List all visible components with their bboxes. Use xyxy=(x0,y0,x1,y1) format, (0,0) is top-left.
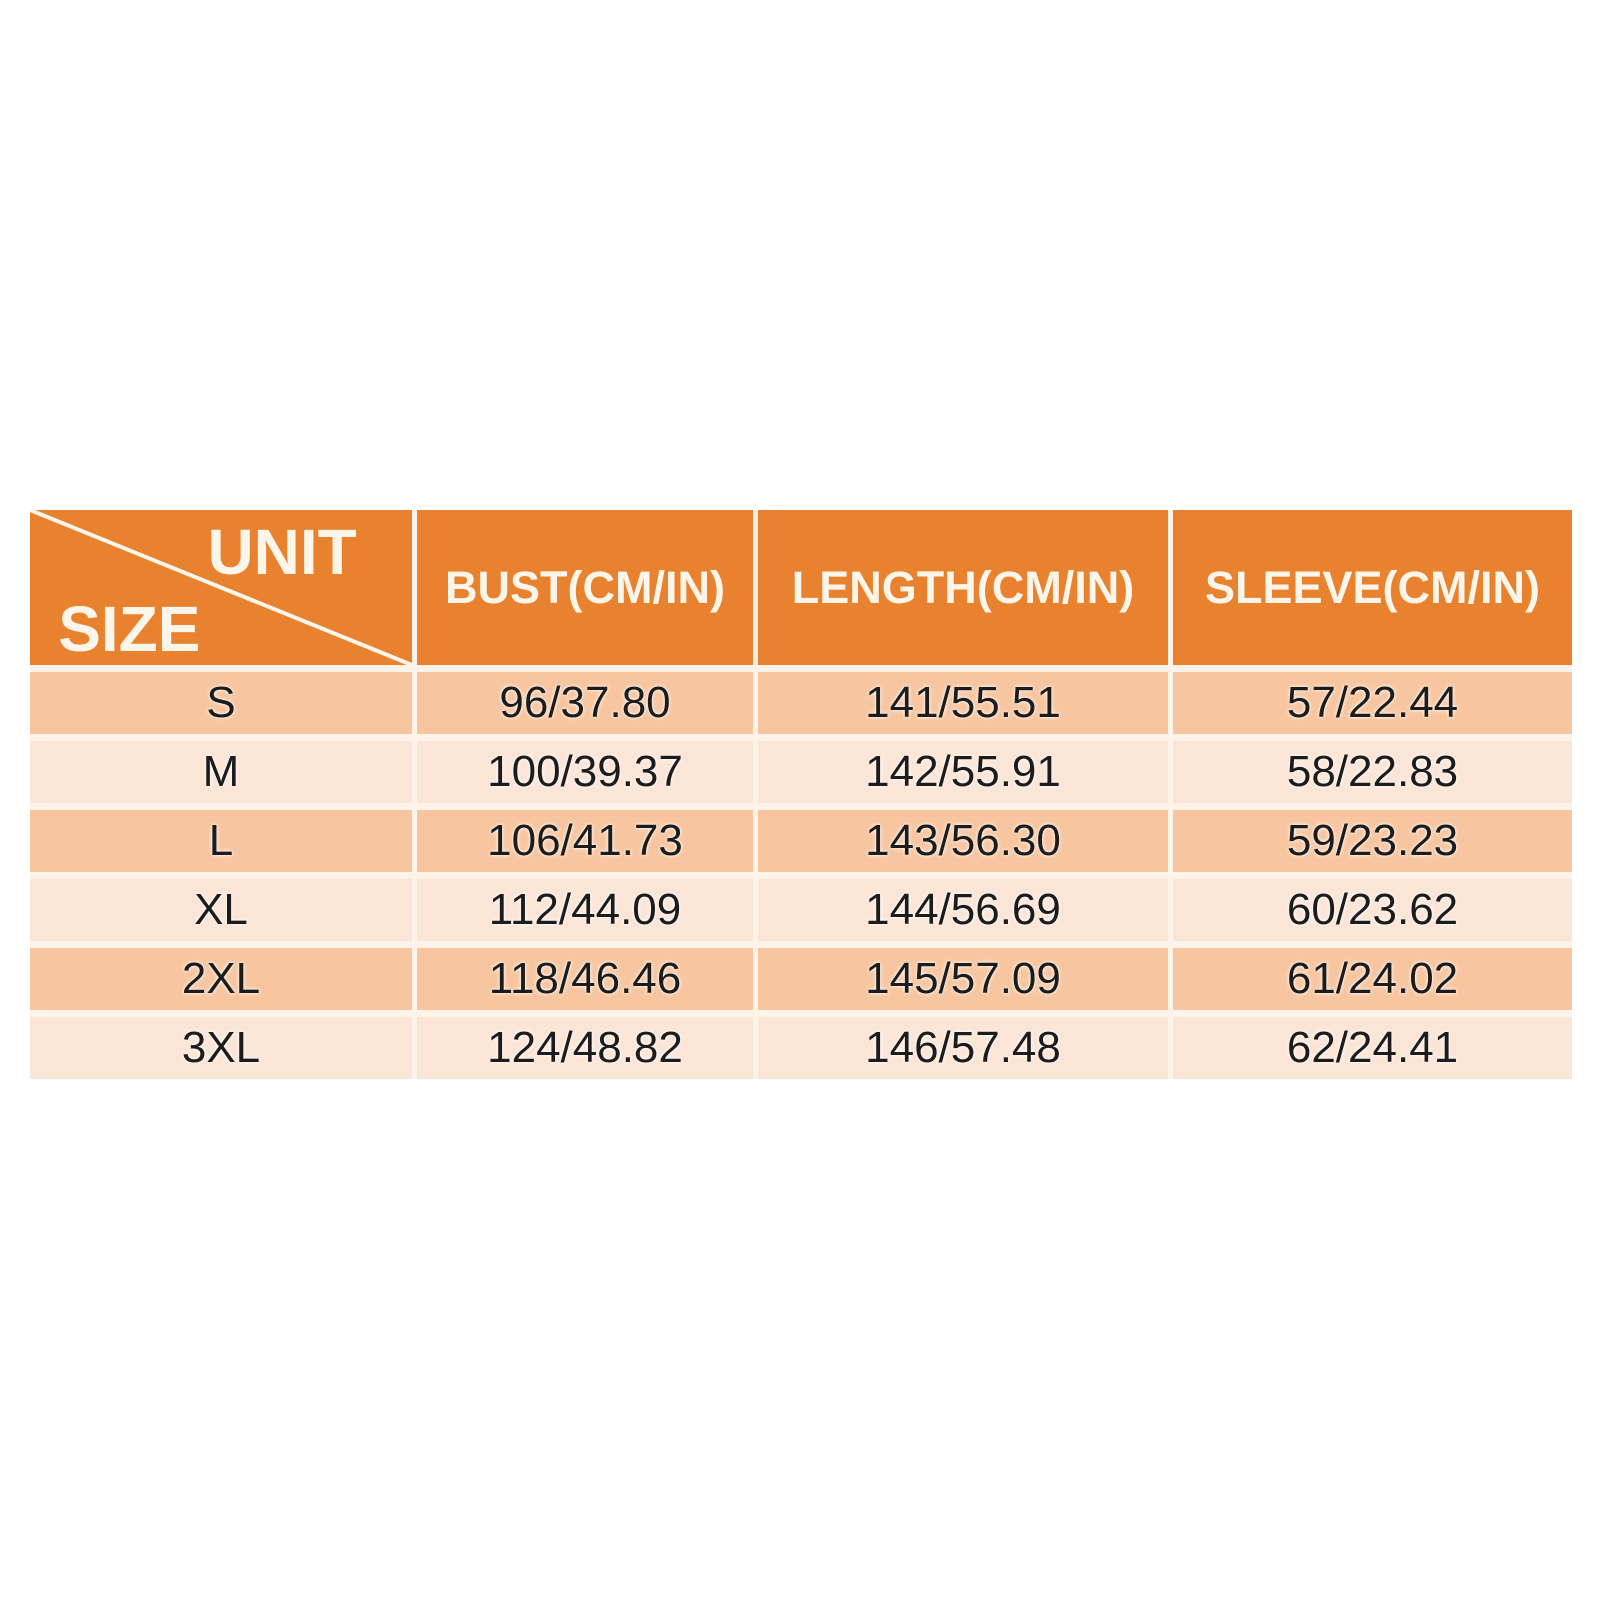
column-header-bust: BUST(CM/IN) xyxy=(417,510,753,665)
bust-cell: 118/46.46 xyxy=(417,948,753,1010)
sleeve-cell: 59/23.23 xyxy=(1173,810,1572,872)
size-cell: XL xyxy=(30,879,412,941)
length-cell: 144/56.69 xyxy=(758,879,1168,941)
unit-label: UNIT xyxy=(207,515,357,588)
length-cell: 146/57.48 xyxy=(758,1017,1168,1079)
sleeve-cell: 61/24.02 xyxy=(1173,948,1572,1010)
size-label: SIZE xyxy=(58,593,201,665)
size-cell: 2XL xyxy=(30,948,412,1010)
sleeve-cell: 60/23.62 xyxy=(1173,879,1572,941)
bust-cell: 124/48.82 xyxy=(417,1017,753,1079)
size-chart-table: UNIT SIZE BUST(CM/IN) LENGTH(CM/IN) SLEE… xyxy=(30,510,1572,1079)
length-cell: 142/55.91 xyxy=(758,741,1168,803)
length-cell: 143/56.30 xyxy=(758,810,1168,872)
bust-cell: 96/37.80 xyxy=(417,672,753,734)
bust-cell: 100/39.37 xyxy=(417,741,753,803)
sleeve-cell: 62/24.41 xyxy=(1173,1017,1572,1079)
diagonal-divider-line xyxy=(30,510,412,665)
bust-cell: 106/41.73 xyxy=(417,810,753,872)
size-cell: L xyxy=(30,810,412,872)
bust-cell: 112/44.09 xyxy=(417,879,753,941)
length-cell: 141/55.51 xyxy=(758,672,1168,734)
column-header-length: LENGTH(CM/IN) xyxy=(758,510,1168,665)
sleeve-cell: 57/22.44 xyxy=(1173,672,1572,734)
size-cell: S xyxy=(30,672,412,734)
length-cell: 145/57.09 xyxy=(758,948,1168,1010)
size-cell: 3XL xyxy=(30,1017,412,1079)
size-cell: M xyxy=(30,741,412,803)
column-header-sleeve: SLEEVE(CM/IN) xyxy=(1173,510,1572,665)
sleeve-cell: 58/22.83 xyxy=(1173,741,1572,803)
header-corner-cell: UNIT SIZE xyxy=(30,510,412,665)
